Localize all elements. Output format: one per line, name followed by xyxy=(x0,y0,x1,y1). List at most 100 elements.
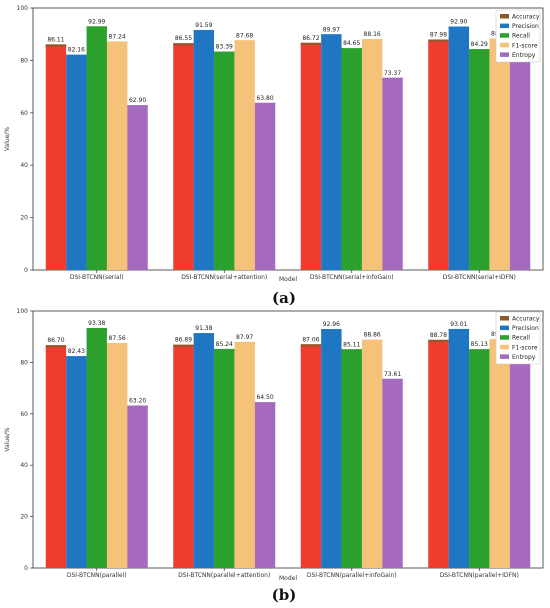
legend-entry: Entropy xyxy=(512,354,536,361)
data-label: 92.90 xyxy=(450,19,467,26)
bar-accuracy xyxy=(300,344,322,568)
y-tick-label: 60 xyxy=(20,411,28,418)
bar-top-edge xyxy=(254,402,276,405)
x-tick-label: DSI-BTCNN(parallel+attention) xyxy=(178,572,270,579)
bar-recall xyxy=(469,49,490,270)
bar-entropy xyxy=(509,360,531,568)
data-label: 86.72 xyxy=(302,35,319,42)
bar-top-edge xyxy=(106,342,128,346)
data-label: 85.13 xyxy=(471,341,488,348)
panel-caption: (a) xyxy=(272,289,296,307)
legend: Accuracy Precision Recall F1-score Entropy xyxy=(495,9,541,63)
panel-b: 0 20 40 60 80 100 Value/% 86.70 82.43 93.38 87.56 6… xyxy=(4,308,544,604)
bar-top-edge xyxy=(193,333,215,336)
data-label: 88.16 xyxy=(364,31,381,38)
bar-entropy xyxy=(254,102,276,271)
bar-recall xyxy=(341,48,362,271)
bar-recall xyxy=(341,349,362,568)
y-tick-label: 0 xyxy=(24,267,28,274)
data-label: 91.38 xyxy=(195,325,212,332)
data-label: 62.90 xyxy=(129,97,146,104)
data-label: 86.55 xyxy=(175,35,192,42)
bar-top-edge xyxy=(214,348,235,352)
legend-swatch xyxy=(500,335,509,340)
bar-top-edge xyxy=(361,39,383,42)
data-label: 64.50 xyxy=(256,394,273,401)
bar-precision xyxy=(193,30,215,271)
bar-recall xyxy=(86,328,107,568)
bar-f1-score xyxy=(361,339,383,568)
y-tick-label: 100 xyxy=(17,5,29,12)
plot-frame xyxy=(32,310,544,569)
data-label: 86.70 xyxy=(47,337,64,344)
bar-f1-score xyxy=(234,341,255,568)
bar-top-edge xyxy=(321,34,342,37)
legend-swatch xyxy=(500,52,509,57)
bar-accuracy xyxy=(428,39,449,270)
data-label: 87.56 xyxy=(109,335,126,342)
bar-top-edge xyxy=(382,378,403,382)
plot-frame xyxy=(32,7,544,271)
legend-entry: Accuracy xyxy=(512,14,540,21)
data-label: 63.80 xyxy=(256,95,273,102)
bar-accuracy xyxy=(173,344,194,568)
bar-precision xyxy=(321,34,342,271)
data-label: 88.86 xyxy=(364,332,381,339)
data-label: 63.20 xyxy=(129,398,146,405)
data-label: 88.78 xyxy=(430,332,447,339)
bar-recall xyxy=(214,51,235,270)
bar-top-edge xyxy=(127,105,148,108)
bar-accuracy xyxy=(428,339,449,568)
bar-accuracy xyxy=(45,44,67,270)
bar-entropy xyxy=(382,77,403,270)
bar-top-edge xyxy=(127,405,148,408)
y-tick-label: 100 xyxy=(17,308,29,315)
bar-f1-score xyxy=(361,39,383,271)
data-label: 86.89 xyxy=(175,337,192,344)
x-tick-label: DSI-BTCNN(serial) xyxy=(70,274,124,281)
bar-top-edge xyxy=(45,345,67,348)
data-label: 84.65 xyxy=(343,40,360,47)
y-axis-label: Value/% xyxy=(4,427,11,451)
bar-top-edge xyxy=(361,339,383,342)
bar-accuracy xyxy=(45,345,67,568)
legend-swatch xyxy=(500,344,509,350)
bar-top-edge xyxy=(106,41,128,44)
bar-precision xyxy=(448,328,470,568)
x-axis-label: Model xyxy=(279,276,297,283)
bar-top-edge xyxy=(428,39,449,42)
x-tick-label: DSI-BTCNN(serial+attention) xyxy=(181,274,267,281)
y-axis-label: Value/% xyxy=(4,127,11,151)
data-label: 87.68 xyxy=(236,32,253,39)
data-label: 87.98 xyxy=(430,31,447,38)
bar-top-edge xyxy=(382,77,403,80)
bar-precision xyxy=(66,54,87,270)
data-label: 82.43 xyxy=(68,348,85,355)
bar-top-edge xyxy=(234,341,255,345)
y-tick-label: 80 xyxy=(20,57,28,64)
data-label: 73.37 xyxy=(384,70,401,77)
y-tick-label: 40 xyxy=(20,462,28,469)
y-tick-label: 20 xyxy=(20,514,28,521)
bar-top-edge xyxy=(341,48,362,51)
legend-entry: Precision xyxy=(512,23,539,30)
bar-recall xyxy=(469,349,490,568)
legend-entry: Recall xyxy=(512,33,530,40)
data-label: 92.99 xyxy=(88,18,105,25)
bar-top-edge xyxy=(173,43,194,46)
legend-entry: Accuracy xyxy=(512,316,540,323)
data-label: 85.11 xyxy=(343,341,360,348)
panel-caption: (b) xyxy=(272,586,297,604)
data-label: 86.11 xyxy=(47,36,64,43)
bar-top-edge xyxy=(448,26,470,29)
data-label: 87.06 xyxy=(302,336,319,343)
legend-box xyxy=(495,311,541,365)
bar-top-edge xyxy=(66,356,87,359)
legend-swatch xyxy=(500,325,509,331)
bar-f1-score xyxy=(234,40,255,271)
data-label: 85.24 xyxy=(216,341,233,348)
x-tick-label: DSI-BTCNN(serial+IDFN) xyxy=(443,274,516,281)
bar-entropy xyxy=(509,60,531,271)
bar-top-edge xyxy=(321,329,342,332)
bar-top-edge xyxy=(86,26,107,29)
